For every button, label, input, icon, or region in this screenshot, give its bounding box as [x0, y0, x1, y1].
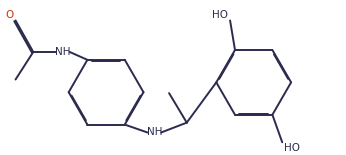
Text: O: O: [6, 10, 14, 20]
Text: NH: NH: [147, 127, 162, 137]
Text: NH: NH: [55, 47, 71, 57]
Text: HO: HO: [212, 10, 228, 20]
Text: HO: HO: [284, 143, 300, 153]
